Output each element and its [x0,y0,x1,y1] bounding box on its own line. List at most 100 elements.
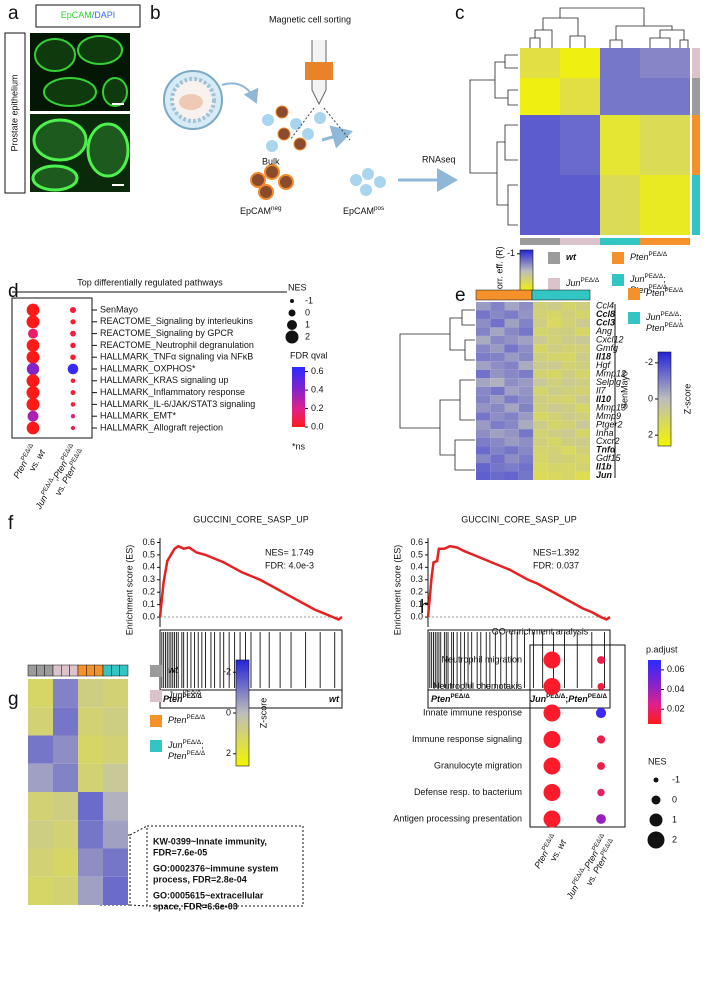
heatmap-cell [504,403,519,413]
heatmap-cell [561,352,576,362]
label-part: PEΔ/Δ [665,322,684,329]
heatmap-cell [575,386,590,396]
heatmap-cell [561,378,576,387]
label-part: ; [581,865,591,872]
label-part: Jun [564,884,580,902]
gene-label: Jun [596,470,613,480]
row-label: Immune response signaling [412,734,522,744]
plot-title: Top differentially regulated pathways [77,277,223,287]
legend-label: 0 [672,794,677,804]
heatmap-cell [518,454,533,464]
heatmap-cell [53,679,78,708]
dot [27,410,39,422]
heatmap-cell [28,679,53,708]
legend-swatch [628,312,640,324]
heatmap-cell [504,352,519,362]
heatmap-cell [504,378,519,387]
y-tick-label: 0.0 [410,611,423,621]
heatmap-cell [490,361,505,370]
heatmap-cell [547,352,562,362]
heatmap-cell [28,876,53,905]
panel-label: h [420,597,431,618]
heatmap-cell [476,310,491,319]
legend-dot [647,831,665,849]
group-bar [86,664,95,677]
legend-dot [285,330,299,344]
heatmap-cell [518,420,533,430]
colorbar [648,660,661,724]
heatmap-cell [560,115,600,175]
heatmap-cell [490,463,505,472]
group-bar [102,664,112,677]
row-label: SenMayo [100,304,138,314]
legend-title: NES [648,756,667,766]
heatmap-cell [53,876,78,905]
heatmap-cell [575,302,590,311]
heatmap-cell [518,352,533,362]
y-tick-label: 0.0 [142,611,155,621]
legend-dot [653,777,659,783]
heatmap-cell [547,463,562,472]
label-part: Pten [431,694,451,704]
heatmap-cell [518,412,533,421]
label-part: PEΔ/Δ [183,689,202,696]
heatmap-cell [575,344,590,353]
legend-dot [287,320,297,330]
heatmap-cell [103,763,128,792]
heatmap-cell [518,471,533,480]
heatmap-cell [103,707,128,736]
heatmap-cell [547,310,562,319]
heatmap-cell [600,175,640,235]
heatmap-cell [533,395,548,404]
label-part: Pten [168,715,187,725]
y-tick-label: 0.5 [410,549,423,559]
heatmap-cell [476,395,491,404]
gene-label: Inha [596,428,614,438]
heatmap-cell [575,403,590,413]
heatmap-cell [547,420,562,430]
panel-label: c [455,3,465,24]
group-bar [27,664,37,677]
label-part: neg [271,205,282,212]
heatmap-cell [490,420,505,430]
fraction-label: EpCAMpos [343,205,384,216]
heatmap-cell [533,403,548,413]
legend-label: PtenPEΔ/Δ [168,750,206,761]
stat-label: NES=1.392 [533,547,579,557]
heatmap-cell [561,369,576,379]
label-part: Jun [565,278,581,288]
heatmap-cell [533,310,548,319]
plot-title: GUCCINI_CORE_SASP_UP [193,514,309,524]
row-label: REACTOME_Signaling by interleukins [100,316,253,326]
dot [67,363,79,375]
label-part: /DAPI [92,10,116,20]
legend-title: p.adjust [646,644,678,654]
heatmap-cell [533,369,548,379]
heatmap-cell [547,361,562,370]
group-bar [36,664,45,677]
y-tick-label: 0.4 [410,562,423,572]
heatmap-cell [518,463,533,472]
dot [28,328,38,339]
heatmap-cell [533,463,548,472]
image-side-label: Prostate epithelium [9,74,19,151]
heatmap-cell [490,454,505,464]
legend-label: 2 [672,834,677,844]
label-part: Pten [630,252,649,262]
es-curve [426,544,611,621]
heatmap-cell [53,848,78,877]
annotation: GO:0005615~extracellular [153,890,264,900]
dot [70,402,76,407]
legend-swatch [612,252,624,264]
gene-label: Selplg [596,377,621,387]
label-part: Jun [645,312,661,322]
label-part: ; [201,740,204,750]
colorbar-tick-label: 0.02 [667,704,685,714]
phenotype-label: JunPEΔ/Δ;PtenPEΔ/Δ [530,693,607,704]
heatmap-cell [490,446,505,455]
legend-swatch [548,278,560,290]
heatmap-cell [53,820,78,849]
colorbar-tick-label: 0.4 [311,384,324,394]
group-bar [77,664,87,677]
